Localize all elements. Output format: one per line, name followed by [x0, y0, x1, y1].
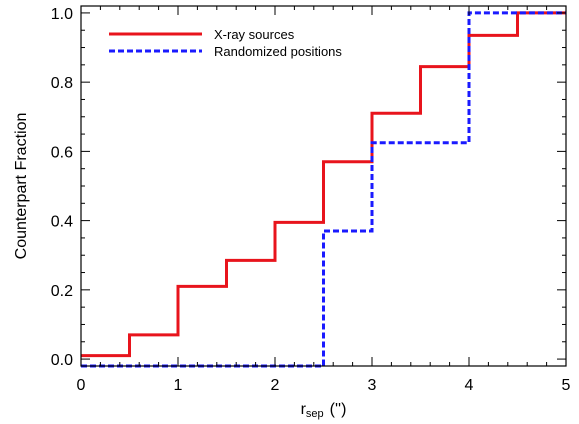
x-tick-label: 2: [271, 377, 280, 394]
y-tick-label: 0.8: [51, 75, 73, 92]
x-axis-label-subscript: sep: [306, 408, 324, 420]
x-tick-label: 0: [77, 377, 86, 394]
legend-label: X-ray sources: [214, 27, 295, 42]
y-axis-label: Counterpart Fraction: [13, 113, 30, 260]
series-line-xray-sources: [81, 11, 566, 358]
legend: X-ray sources Randomized positions: [109, 27, 342, 59]
x-axis-label-main: r: [301, 401, 307, 418]
x-axis-label: rsep (''): [301, 401, 347, 420]
y-tick-label: 1.0: [51, 6, 73, 23]
x-tick-label: 1: [174, 377, 183, 394]
legend-label: Randomized positions: [214, 44, 342, 59]
x-tick-label: 4: [465, 377, 474, 394]
y-tick-label: 0.6: [51, 144, 73, 161]
series-line-randomized-positions: [81, 11, 566, 368]
x-axis-label-unit: (''): [330, 401, 347, 418]
y-tick-label: 0.2: [51, 283, 73, 300]
y-tick-label: 0.4: [51, 214, 73, 231]
y-tick-label: 0.0: [51, 352, 73, 369]
x-tick-label: 3: [368, 377, 377, 394]
x-tick-label: 5: [562, 377, 571, 394]
